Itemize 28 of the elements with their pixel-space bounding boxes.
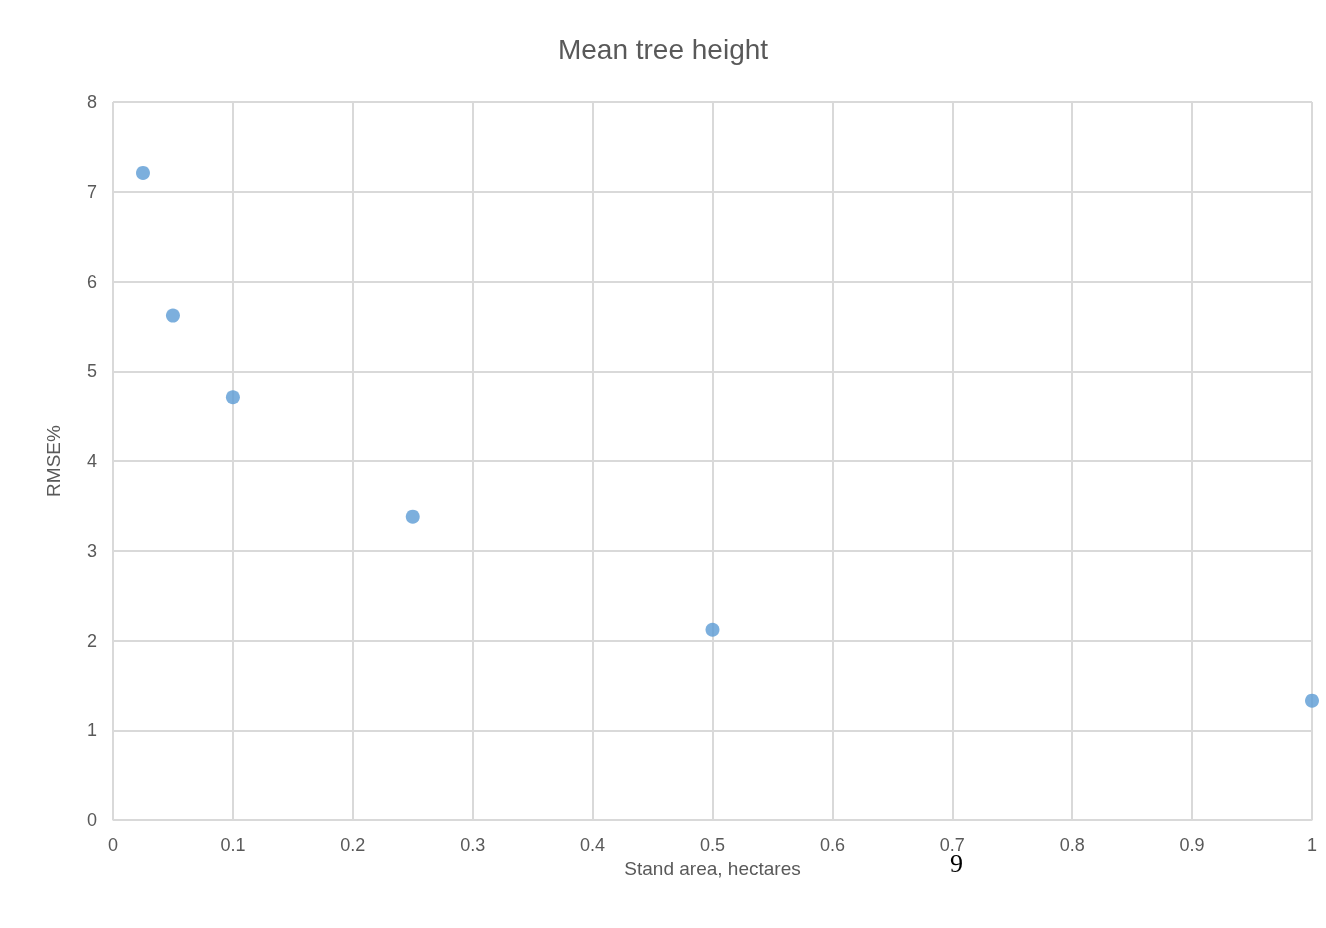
point: [135, 165, 150, 180]
x-tick-label: 0.5: [699, 835, 726, 855]
x-axis-title: Stand area, hectares: [624, 857, 801, 879]
y-tick-label: 8: [86, 92, 97, 112]
x-tick-label: 0.3: [460, 835, 486, 855]
y-tick-label: 0: [86, 810, 97, 830]
x-tick-label: 0: [107, 835, 119, 855]
point: [705, 622, 720, 637]
x-tick-label: 0.4: [580, 835, 606, 855]
point: [1305, 693, 1319, 708]
x-tick-label: 0.2: [340, 835, 366, 855]
x-tick-label: 0.1: [220, 835, 246, 855]
point: [225, 390, 240, 405]
point: [165, 308, 180, 323]
x-tick-label: 1: [1306, 835, 1318, 855]
y-tick-label: 5: [86, 361, 97, 382]
x-tick-label: 0.9: [1179, 835, 1205, 855]
y-tick-label: 3: [86, 540, 97, 561]
y-tick-label: 2: [86, 630, 97, 651]
y-tick-label: 1: [86, 720, 97, 741]
y-tick-label: 6: [86, 271, 97, 292]
x-tick-label: 0.6: [819, 835, 845, 855]
chart-title: Mean tree height: [557, 33, 769, 65]
y-tick-label: 7: [86, 181, 97, 202]
x-tick-label: 0.8: [1059, 835, 1085, 855]
y-axis-title: RMSE%: [43, 425, 64, 497]
point: [405, 509, 420, 524]
y-tick-label: 4: [86, 451, 97, 471]
